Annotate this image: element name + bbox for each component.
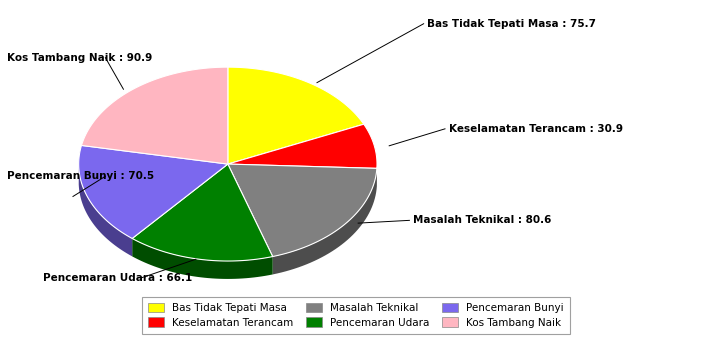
Text: Bas Tidak Tepati Masa : 75.7: Bas Tidak Tepati Masa : 75.7: [427, 19, 596, 29]
PathPatch shape: [79, 145, 228, 238]
PathPatch shape: [228, 67, 364, 164]
Text: Pencemaran Bunyi : 70.5: Pencemaran Bunyi : 70.5: [7, 171, 155, 181]
Polygon shape: [132, 238, 273, 279]
Text: Kos Tambang Naik : 90.9: Kos Tambang Naik : 90.9: [7, 53, 152, 63]
PathPatch shape: [132, 164, 273, 261]
Text: Pencemaran Udara : 66.1: Pencemaran Udara : 66.1: [43, 273, 192, 283]
Text: Keselamatan Terancam : 30.9: Keselamatan Terancam : 30.9: [449, 124, 622, 134]
PathPatch shape: [81, 67, 228, 164]
Text: Masalah Teknikal : 80.6: Masalah Teknikal : 80.6: [413, 215, 551, 225]
PathPatch shape: [228, 124, 377, 168]
PathPatch shape: [228, 164, 377, 257]
Polygon shape: [273, 168, 377, 275]
Legend: Bas Tidak Tepati Masa, Keselamatan Terancam, Masalah Teknikal, Pencemaran Udara,: Bas Tidak Tepati Masa, Keselamatan Teran…: [142, 297, 570, 334]
Polygon shape: [79, 166, 132, 256]
